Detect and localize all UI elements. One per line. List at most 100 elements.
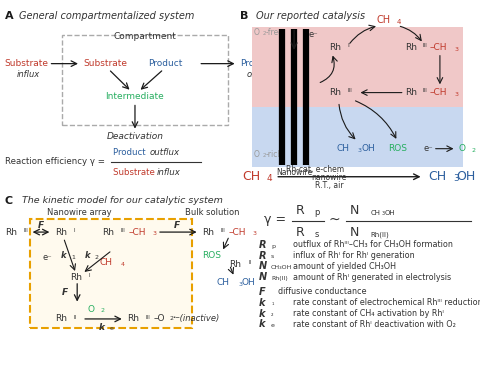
- Text: p: p: [271, 244, 275, 248]
- Text: (inactive): (inactive): [177, 314, 219, 323]
- Text: N: N: [350, 204, 360, 217]
- Text: influx of Rhᴵ for Rhᴵ generation: influx of Rhᴵ for Rhᴵ generation: [293, 251, 414, 260]
- Text: 4: 4: [121, 262, 125, 267]
- Text: Rh: Rh: [329, 43, 341, 52]
- Bar: [252, 28, 464, 107]
- Text: Product: Product: [148, 59, 182, 68]
- Text: 1: 1: [71, 254, 75, 259]
- Text: OH: OH: [456, 170, 476, 183]
- Text: 3: 3: [453, 174, 458, 183]
- Text: Rh: Rh: [55, 228, 67, 237]
- Text: F: F: [259, 287, 266, 297]
- Text: Substrate: Substrate: [113, 168, 158, 177]
- Text: diffusive conductance: diffusive conductance: [277, 287, 366, 296]
- Text: 4: 4: [396, 19, 401, 25]
- Text: 3: 3: [454, 47, 458, 52]
- Text: A: A: [5, 11, 13, 21]
- Text: Bulk solution: Bulk solution: [185, 208, 239, 217]
- Text: Rh: Rh: [55, 314, 67, 323]
- Text: III: III: [221, 228, 226, 233]
- Text: s: s: [271, 254, 275, 259]
- Text: 3: 3: [454, 92, 458, 97]
- Text: CH: CH: [217, 278, 230, 287]
- Text: –CH: –CH: [228, 228, 246, 237]
- Text: OH: OH: [361, 144, 375, 153]
- Text: rate constant of Rhᴵ deactivation with O₂: rate constant of Rhᴵ deactivation with O…: [293, 320, 456, 329]
- Text: k: k: [61, 251, 67, 260]
- Text: O: O: [254, 150, 260, 159]
- Text: Nanowire array: Nanowire array: [48, 208, 112, 217]
- Text: outflux: outflux: [150, 148, 180, 157]
- Text: Product: Product: [113, 148, 148, 157]
- Text: rate constant of CH₄ activation by Rhᴵ: rate constant of CH₄ activation by Rhᴵ: [293, 309, 444, 318]
- Text: III: III: [24, 228, 28, 233]
- Text: Compartment: Compartment: [114, 32, 177, 41]
- Text: OH: OH: [242, 278, 256, 287]
- Text: 2: 2: [100, 308, 104, 313]
- Text: CH: CH: [371, 210, 381, 216]
- Text: N: N: [259, 262, 267, 271]
- Text: I: I: [347, 43, 349, 48]
- Text: The kinetic model for our catalytic system: The kinetic model for our catalytic syst…: [22, 196, 223, 205]
- Text: 3: 3: [252, 231, 257, 236]
- Text: 4: 4: [267, 174, 273, 183]
- Text: F: F: [174, 221, 180, 230]
- Text: Rh-cat, e-chem: Rh-cat, e-chem: [286, 165, 344, 174]
- Text: ~: ~: [328, 212, 340, 227]
- Text: k: k: [99, 323, 105, 332]
- Text: Rh: Rh: [202, 228, 214, 237]
- Text: rate constant of electrochemical Rhᴵᴵᴵ reduction: rate constant of electrochemical Rhᴵᴵᴵ r…: [293, 298, 480, 307]
- Text: k: k: [259, 308, 266, 319]
- Text: III: III: [121, 228, 126, 233]
- Text: e⁻: e⁻: [43, 253, 52, 262]
- Text: 3: 3: [153, 231, 157, 236]
- Text: CH: CH: [376, 15, 391, 25]
- Text: 2: 2: [263, 153, 266, 158]
- Text: s: s: [314, 230, 319, 239]
- Text: O: O: [459, 144, 466, 153]
- Text: p: p: [314, 208, 320, 217]
- Text: Intermediate: Intermediate: [106, 92, 164, 101]
- Text: II: II: [248, 261, 252, 265]
- Text: e⁻: e⁻: [308, 30, 318, 39]
- Text: k: k: [84, 251, 90, 260]
- Text: 2: 2: [263, 31, 266, 36]
- Text: 3: 3: [381, 211, 384, 216]
- Text: 2: 2: [472, 148, 476, 153]
- Text: R: R: [296, 204, 305, 217]
- Text: 3: 3: [238, 282, 242, 287]
- Text: –CH: –CH: [429, 43, 447, 52]
- Text: Nanowire: Nanowire: [276, 168, 312, 177]
- Text: Rh(II): Rh(II): [271, 276, 288, 281]
- Text: II: II: [73, 315, 77, 320]
- Text: –CH: –CH: [128, 228, 146, 237]
- Text: -free: -free: [266, 28, 284, 37]
- Text: -rich: -rich: [266, 150, 283, 159]
- Text: Rh: Rh: [127, 314, 139, 323]
- Text: outflux: outflux: [247, 70, 276, 79]
- Text: ₂: ₂: [271, 312, 274, 317]
- Text: γ =: γ =: [264, 213, 289, 226]
- Text: N: N: [259, 272, 267, 282]
- Text: k: k: [259, 298, 266, 308]
- Text: Our reported catalysis: Our reported catalysis: [256, 11, 366, 21]
- Text: amount of Rhᴵ generated in electrolysis: amount of Rhᴵ generated in electrolysis: [293, 273, 451, 282]
- Text: Rh: Rh: [70, 273, 82, 282]
- Text: Rh: Rh: [405, 43, 417, 52]
- Text: Rh: Rh: [329, 88, 341, 97]
- Text: III: III: [422, 88, 427, 93]
- Text: B: B: [240, 11, 248, 21]
- Text: amount of yielded CH₃OH: amount of yielded CH₃OH: [293, 262, 396, 271]
- Text: CH: CH: [242, 170, 261, 183]
- Text: Rh: Rh: [102, 228, 114, 237]
- Text: C: C: [5, 196, 13, 206]
- Text: k: k: [259, 319, 266, 329]
- Text: General compartmentalized system: General compartmentalized system: [19, 11, 194, 21]
- Text: Product: Product: [240, 59, 274, 68]
- Text: R: R: [259, 251, 267, 261]
- Text: Reaction efficiency γ =: Reaction efficiency γ =: [5, 157, 108, 166]
- Text: ₁: ₁: [271, 302, 274, 307]
- Text: Deactivation: Deactivation: [107, 132, 164, 141]
- Text: O: O: [87, 305, 94, 314]
- Text: outflux of Rhᴵᴵᴵ–CH₃ for CH₃OH formation: outflux of Rhᴵᴵᴵ–CH₃ for CH₃OH formation: [293, 240, 453, 249]
